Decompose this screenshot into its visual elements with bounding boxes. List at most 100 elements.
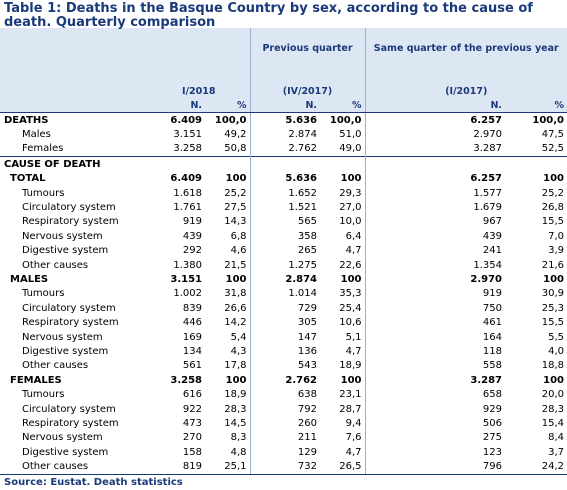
cell-value: 241 [364,243,505,258]
row-label: Digestive system [22,446,109,458]
cell-value [364,156,505,172]
cell-value: 3,7 [548,446,565,458]
table-row: Digestive system 158 4,8 129 4,7 123 3,7 [0,444,567,460]
table-row: Respiratory system 919 14,3 565 10,0 967 15,5 [0,214,567,230]
table-row: Nervous system 270 8,3 211 7,6 275 8,4 [0,430,567,445]
cell-value: 15,5 [541,317,565,329]
cell-value: 792 [249,401,320,417]
cell-value: 14,5 [224,417,247,429]
cell-value: 4,7 [345,245,362,257]
cell-value: 439 [182,230,202,242]
cell-value: 22,6 [339,259,362,271]
row-label: Digestive system [22,245,109,257]
row-label: TOTAL [10,173,46,185]
cell-value: 28,3 [224,403,247,415]
row-label: Circulatory system [22,302,116,314]
cell-value: 164 [364,329,505,345]
row-label: Respiratory system [22,317,119,329]
row-label: Nervous system [22,432,103,444]
cell-value: 6.257 [364,112,505,128]
cell-value: 100 [340,273,362,285]
col3-n-header: N. [364,98,505,113]
cell-value: 7,6 [345,432,362,444]
cell-value: 100 [543,374,565,386]
cell-value: 100,0 [505,112,567,128]
cell-value: 6.409 [170,173,202,185]
table-title: Table 1: Deaths in the Basque Country by… [4,1,533,30]
cell-value: 616 [182,389,202,401]
row-label: Tumours [22,389,65,401]
cell-value: 18,9 [224,389,247,401]
cell-value: 819 [148,459,205,475]
cell-value: 729 [249,301,320,316]
cell-value: 473 [182,417,202,429]
cell-value: 136 [249,344,320,359]
deaths-table: Previous quarter Same quarter of the pre… [0,28,567,475]
cell-value: 561 [182,360,202,372]
cell-value: 5,5 [548,331,565,343]
cell-value: 260 [249,416,320,431]
table-row: Tumours 616 18,9 638 23,1 658 20,0 [0,387,567,402]
row-label: DEATHS [0,112,148,128]
cell-value: 21,6 [541,259,565,271]
row-label: Females [22,143,64,155]
col3-top-header: Same quarter of the previous year [364,28,567,82]
cell-value: 919 [182,216,202,228]
header-row-top: Previous quarter Same quarter of the pre… [0,28,567,82]
table-row: DEATHS 6.409 100,0 5.636 100,0 6.257 100,0 [0,112,567,128]
cell-value: 558 [364,358,505,374]
cell-value: 118 [364,344,505,359]
cell-value [505,156,567,172]
cell-value: 2.970 [364,272,505,287]
source-note: Source: Eustat. Death statistics [4,476,183,488]
col1-n-header: N. [148,98,205,113]
cell-value: 5.636 [249,171,320,186]
cell-value: 25,4 [339,302,362,314]
cell-value: 5,1 [345,331,362,343]
cell-value: 1.577 [364,185,505,201]
cell-value: 1.275 [249,257,320,273]
header-row-units: N. % N. % N. % [0,98,567,113]
cell-value: 5.636 [249,112,320,128]
row-label: Circulatory system [22,202,116,214]
cell-value: 100,0 [320,112,365,128]
cell-value: 2.762 [249,373,320,388]
cell-value: 27,5 [224,202,247,214]
cell-value: 8,3 [230,432,247,444]
cell-value: 565 [249,214,320,230]
cell-value: 358 [249,229,320,244]
cell-value: 732 [249,459,320,475]
cell-value: 919 [364,286,505,302]
cell-value: 4,6 [230,245,247,257]
table-row: Other causes 1.380 21,5 1.275 22,6 1.354 21,6 [0,257,567,273]
cell-value: 21,5 [224,259,247,271]
cell-value: 1.380 [173,259,202,271]
cell-value [148,156,205,172]
col2-n-header: N. [249,98,320,113]
cell-value: 446 [182,317,202,329]
cell-value: 25,2 [224,187,247,199]
cell-value: 3.258 [173,143,202,155]
cell-value: 49,2 [224,129,247,141]
cell-value: 4,7 [345,446,362,458]
cell-value: 31,8 [224,288,247,300]
table-row: Nervous system 169 5,4 147 5,1 164 5,5 [0,329,567,345]
cell-value: 27,0 [339,202,362,214]
cell-value: 6.257 [364,171,505,186]
table-row: Circulatory system 839 26,6 729 25,4 750 25,3 [0,301,567,316]
cell-value: 506 [364,416,505,431]
cell-value: 1.652 [249,185,320,201]
cell-value: 28,7 [339,403,362,415]
cell-value: 2.874 [249,272,320,287]
cell-value [205,156,250,172]
row-label: FEMALES [10,374,62,386]
cell-value: 211 [249,430,320,445]
row-label: Other causes [0,459,148,475]
cell-value: 26,5 [320,459,365,475]
cell-value: 20,0 [541,389,565,401]
table-row: CAUSE OF DEATH [0,156,567,172]
cell-value: 3,9 [548,245,565,257]
row-label: Tumours [22,187,65,199]
cell-value: 30,9 [541,288,565,300]
cell-value: 796 [364,459,505,475]
